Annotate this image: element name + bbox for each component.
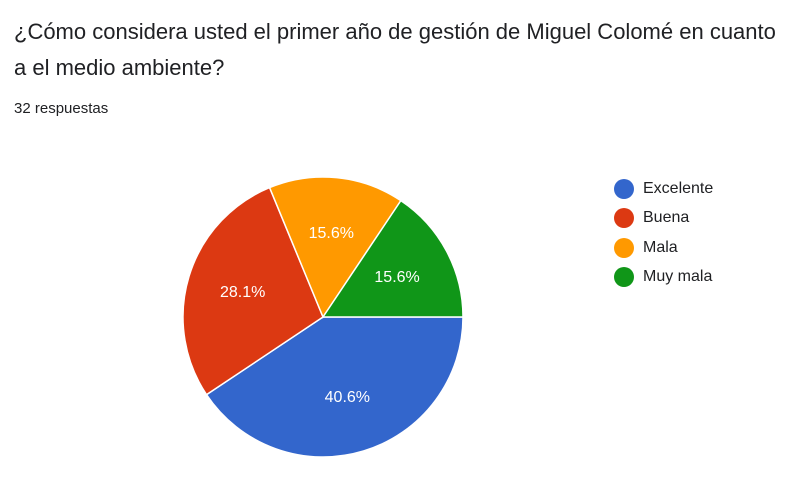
- chart-legend: Excelente Buena Mala Muy mala: [614, 174, 713, 292]
- legend-item-buena: Buena: [614, 204, 713, 234]
- slice-buena: [182, 186, 324, 396]
- slice-muy-mala: [321, 199, 464, 318]
- legend-swatch: [614, 208, 634, 229]
- chart-question-title: ¿Cómo considera usted el primer año de g…: [14, 19, 776, 80]
- legend-swatch: [614, 178, 634, 199]
- response-count: 32 respuestas: [14, 100, 109, 117]
- slice-label-mala: 15.6%: [309, 225, 354, 242]
- slice-label-buena: 28.1%: [220, 284, 265, 301]
- legend-label: Excelente: [643, 179, 714, 197]
- legend-item-mala: Mala: [614, 233, 713, 263]
- slice-mala: [268, 176, 402, 319]
- legend-label: Muy mala: [643, 268, 713, 286]
- legend-item-muy-mala: Muy mala: [614, 263, 713, 293]
- legend-item-excelente: Excelente: [614, 174, 713, 204]
- slice-label-excelente: 40.6%: [325, 389, 370, 406]
- legend-swatch: [614, 267, 634, 288]
- slice-label-muy-mala: 15.6%: [374, 269, 419, 286]
- legend-label: Mala: [643, 238, 678, 256]
- legend-swatch: [614, 237, 634, 258]
- legend-label: Buena: [643, 209, 690, 227]
